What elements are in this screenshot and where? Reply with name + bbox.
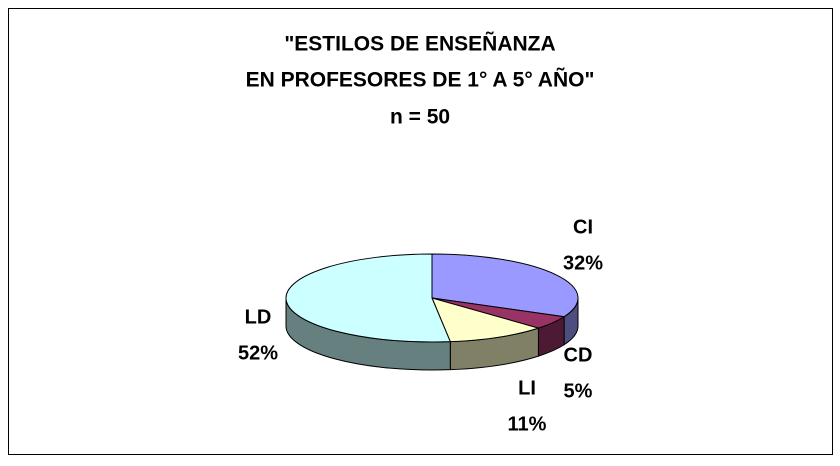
slice-value-label: 32% xyxy=(563,252,603,274)
slice-label: CI xyxy=(573,216,593,238)
chart-border xyxy=(8,8,833,455)
slice-label: CD xyxy=(564,344,593,366)
slice-value-label: 52% xyxy=(238,342,278,364)
slice xyxy=(431,253,579,318)
chart-subtitle: n = 50 xyxy=(390,106,450,129)
slice-value-label: 11% xyxy=(508,413,547,435)
chart-title: EN PROFESORES DE 1° A 5° AÑO" xyxy=(246,69,595,92)
chart-title: "ESTILOS DE ENSEÑANZA xyxy=(284,33,555,56)
slice-label: LD xyxy=(245,306,272,328)
slice-label: LI xyxy=(518,377,536,399)
slice-value-label: 5% xyxy=(564,380,593,402)
slice xyxy=(431,297,541,343)
slice xyxy=(285,253,452,343)
